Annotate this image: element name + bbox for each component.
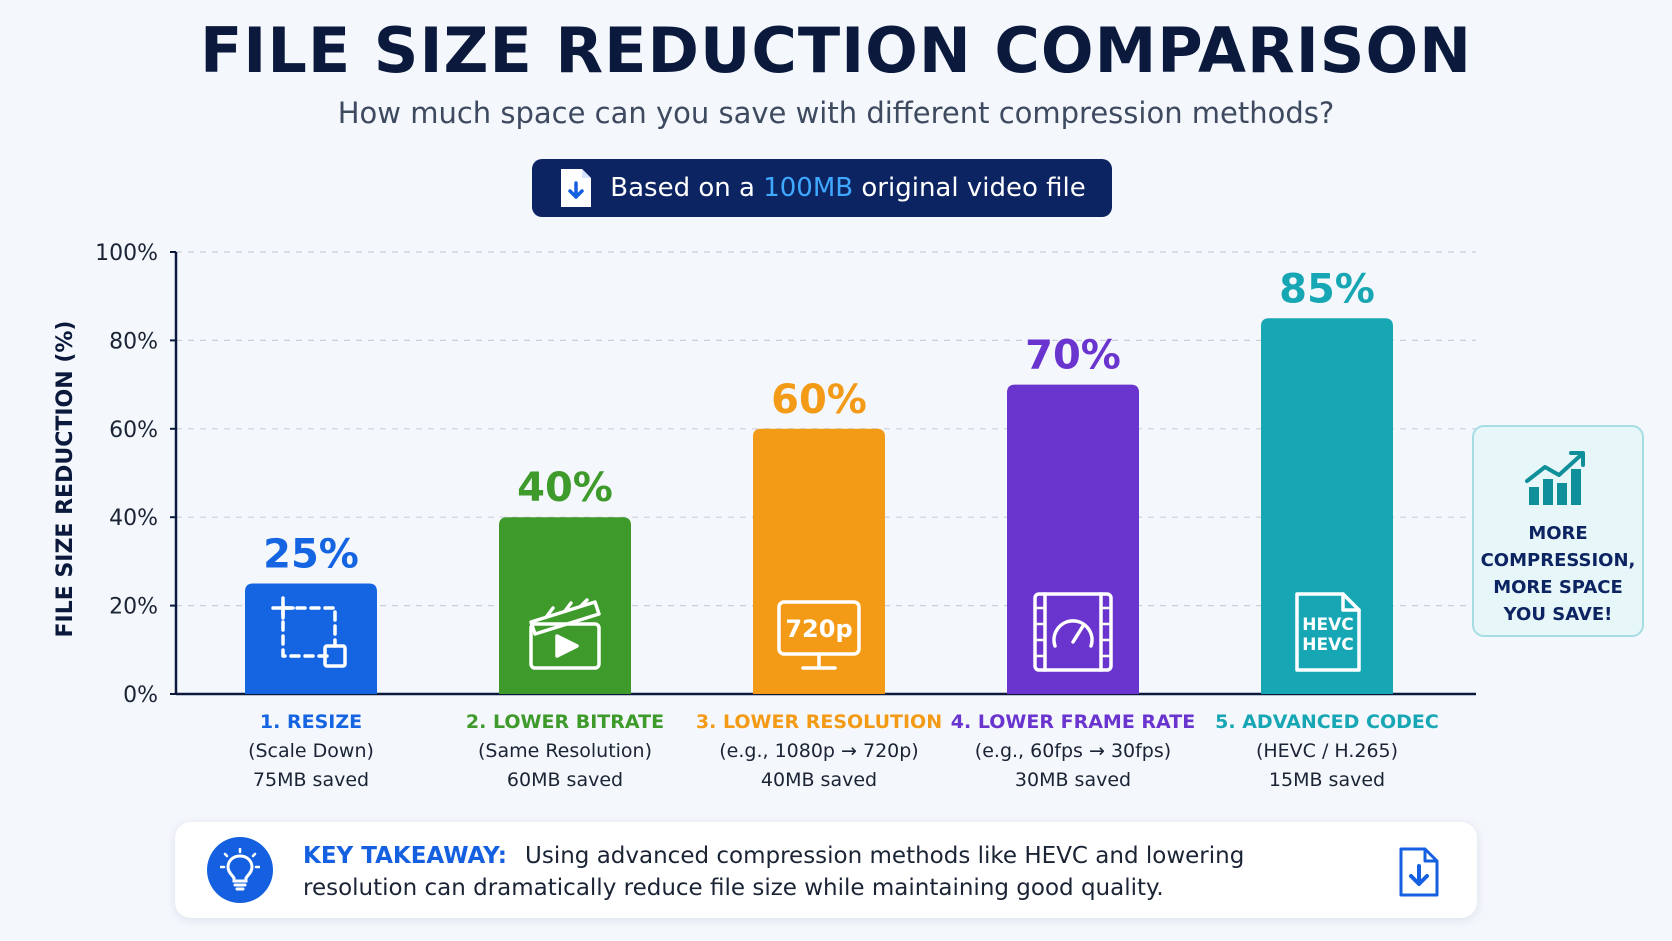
saved-amount: 40MB saved xyxy=(761,769,877,791)
bar xyxy=(753,428,885,694)
bar xyxy=(1261,318,1393,694)
data-label: 40% xyxy=(517,465,613,511)
y-tick-label: 60% xyxy=(109,418,158,443)
crop-resize-icon xyxy=(271,596,347,668)
category-detail: (HEVC / H.265) xyxy=(1256,740,1398,762)
saved-amount: 60MB saved xyxy=(507,769,623,791)
source-banner: Based on a 100MB original video file xyxy=(532,159,1112,217)
x-tick-label: 4. LOWER FRAME RATE xyxy=(951,711,1195,733)
speedometer-film-icon xyxy=(1033,592,1113,672)
file-download-icon xyxy=(561,169,592,207)
bar-group: 40% 2. LOWER BITRATE (Same Resolution) 60MB… xyxy=(466,465,664,791)
x-tick-label: 5. ADVANCED CODEC xyxy=(1215,711,1439,733)
bar xyxy=(1007,384,1139,694)
saved-amount: 75MB saved xyxy=(253,769,369,791)
callout-text: MORE COMPRESSION, MORE SPACE YOU SAVE! xyxy=(1480,523,1636,625)
icon-label: HEVC xyxy=(1302,635,1353,655)
bar-group: 70% 4. LOWER FRAME RATE (e.g., 60fps → 30f… xyxy=(951,333,1195,791)
x-tick-label: 3. LOWER RESOLUTION xyxy=(696,711,942,733)
takeaway-label: KEY TAKEAWAY: xyxy=(303,843,507,869)
bar xyxy=(245,583,377,694)
bar-group: 60% 720p 3. LOWER RESOLUTION (e.g., 1080p →… xyxy=(696,377,942,791)
takeaway-text: KEY TAKEAWAY: Using advanced compression … xyxy=(303,840,1363,904)
takeaway-body: Using advanced compression methods like … xyxy=(303,843,1245,901)
page-subtitle: How much space can you save with differe… xyxy=(337,96,1335,130)
data-label: 70% xyxy=(1025,333,1121,379)
saved-amount: 30MB saved xyxy=(1015,769,1131,791)
y-tick-label: 0% xyxy=(123,683,158,708)
saved-amount: 15MB saved xyxy=(1269,769,1385,791)
category-detail: (e.g., 1080p → 720p) xyxy=(719,740,918,762)
clapperboard-icon xyxy=(529,598,601,670)
key-takeaway-panel: KEY TAKEAWAY: Using advanced compression … xyxy=(175,822,1477,918)
y-tick-label: 20% xyxy=(109,595,158,620)
lightbulb-icon xyxy=(207,837,273,903)
category-detail: (e.g., 60fps → 30fps) xyxy=(975,740,1171,762)
category-detail: (Scale Down) xyxy=(248,740,374,762)
y-tick-label: 100% xyxy=(95,241,158,266)
y-axis-label: FILE SIZE REDUCTION (%) xyxy=(53,321,78,638)
file-download-icon[interactable] xyxy=(1397,846,1441,898)
growth-chart-icon xyxy=(1525,451,1585,505)
y-tick-label: 80% xyxy=(109,329,158,354)
banner-suffix: original video file xyxy=(861,173,1086,203)
data-label: 85% xyxy=(1279,266,1375,312)
y-tick-label: 40% xyxy=(109,506,158,531)
bar-group: 25% 1. RESIZE (Scale Down) 75MB saved xyxy=(245,532,377,791)
banner-prefix: Based on a xyxy=(610,173,755,203)
data-label: 25% xyxy=(263,532,359,578)
monitor-720p-icon: 720p xyxy=(777,600,861,670)
x-tick-label: 1. RESIZE xyxy=(260,711,362,733)
banner-highlight: 100MB xyxy=(763,173,854,203)
icon-label: 720p xyxy=(785,615,852,643)
compression-callout: MORE COMPRESSION, MORE SPACE YOU SAVE! xyxy=(1472,425,1644,637)
page-title: FILE SIZE REDUCTION COMPARISON xyxy=(199,14,1473,87)
category-detail: (Same Resolution) xyxy=(478,740,652,762)
x-tick-label: 2. LOWER BITRATE xyxy=(466,711,664,733)
icon-label: HEVC xyxy=(1302,615,1353,635)
data-label: 60% xyxy=(771,377,867,423)
